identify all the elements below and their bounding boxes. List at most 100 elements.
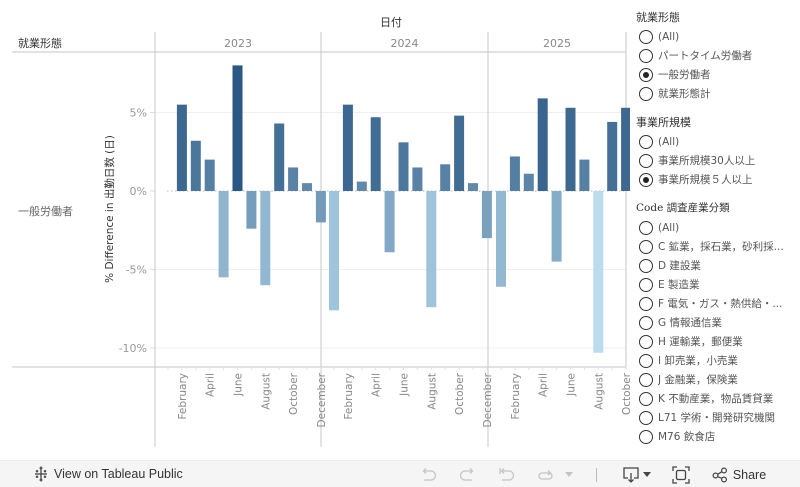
filter-option[interactable]: C 鉱業，採石業，砂利採... <box>636 237 800 256</box>
radio-unchecked-icon[interactable] <box>639 296 653 311</box>
radio-unchecked-icon[interactable] <box>639 410 653 425</box>
filter-option-label: G 情報通信業 <box>658 317 722 329</box>
bar-2023-july[interactable] <box>246 191 257 229</box>
radio-unchecked-icon[interactable] <box>639 220 653 235</box>
bar-2024-september[interactable] <box>440 164 451 191</box>
view-on-tableau-public-label: View on Tableau Public <box>54 467 183 481</box>
fullscreen-button[interactable] <box>670 461 692 487</box>
filter-option[interactable]: K 不動産業，物品賃貸業 <box>636 389 800 408</box>
filter-option[interactable]: 事業所規模５人以上 <box>636 170 800 189</box>
row-label: 一般労働者 <box>18 204 73 218</box>
bar-2024-december[interactable] <box>481 191 492 239</box>
refresh-button[interactable] <box>535 461 557 487</box>
redo-button[interactable] <box>456 461 478 487</box>
filter-group: 事業所規模 (All) 事業所規模30人以上 事業所規模５人以上 <box>636 113 800 189</box>
bar-2025-march[interactable] <box>523 173 534 191</box>
bar-2025-september[interactable] <box>607 121 618 191</box>
y-tick-label: -10% <box>119 342 147 355</box>
radio-unchecked-icon[interactable] <box>639 277 653 292</box>
bar-2025-january[interactable] <box>496 191 506 287</box>
pane-year-header: 2023 <box>224 37 252 50</box>
share-button[interactable]: Share <box>708 461 770 487</box>
x-tick-label: June <box>399 373 411 397</box>
filter-option-label: L71 学術・開発研究機関 <box>658 412 776 424</box>
bar-2025-february[interactable] <box>509 156 520 191</box>
filter-option[interactable]: パートタイム労働者 <box>636 46 800 65</box>
filter-group: Code 調査産業分類 (All) C 鉱業，採石業，砂利採... D 建設業 E 製造… <box>636 199 800 446</box>
radio-unchecked-icon[interactable] <box>639 153 653 168</box>
bar-2023-march[interactable] <box>190 140 201 191</box>
radio-checked-icon[interactable] <box>639 67 653 82</box>
view-on-tableau-public-link[interactable]: View on Tableau Public <box>33 466 183 482</box>
bar-2025-june[interactable] <box>565 107 576 191</box>
x-tick-label: April <box>205 373 217 397</box>
radio-unchecked-icon[interactable] <box>639 315 653 330</box>
x-tick-label: August <box>593 373 605 410</box>
radio-unchecked-icon[interactable] <box>639 29 653 44</box>
radio-unchecked-icon[interactable] <box>639 48 653 63</box>
bar-2024-november[interactable] <box>468 183 478 191</box>
bar-2024-july[interactable] <box>412 167 423 191</box>
filter-option-label: M76 飲食店 <box>658 431 716 443</box>
filter-option[interactable]: 一般労働者 <box>636 65 800 84</box>
radio-unchecked-icon[interactable] <box>639 86 653 101</box>
download-button[interactable] <box>620 461 652 487</box>
filter-option[interactable]: F 電気・ガス・熱供給・... <box>636 294 800 313</box>
filter-option[interactable]: E 製造業 <box>636 275 800 294</box>
bar-2025-august[interactable] <box>593 191 604 353</box>
tableau-viz: 5% 0% -5% -10% 日付 就業形態 一般労働者% Difference in 出勤… <box>12 8 800 456</box>
radio-unchecked-icon[interactable] <box>639 429 653 444</box>
filter-option[interactable]: (All) <box>636 132 800 151</box>
bar-2024-february[interactable] <box>342 104 353 191</box>
filter-option[interactable]: G 情報通信業 <box>636 313 800 332</box>
radio-unchecked-icon[interactable] <box>639 239 653 254</box>
bar-2024-january[interactable] <box>329 191 339 311</box>
x-tick-label: April <box>538 373 550 397</box>
pane-year-header: 2025 <box>543 37 571 50</box>
radio-unchecked-icon[interactable] <box>639 134 653 149</box>
filter-option[interactable]: D 建設業 <box>636 256 800 275</box>
filter-panel: 就業形態 (All) パートタイム労働者 一般労働者 就業形態計 事業所規模 (All) 事業… <box>636 8 800 456</box>
bar-2024-march[interactable] <box>356 181 367 191</box>
radio-unchecked-icon[interactable] <box>639 258 653 273</box>
bar-2023-september[interactable] <box>274 123 285 191</box>
bar-2023-february[interactable] <box>176 104 187 191</box>
radio-checked-icon[interactable] <box>639 172 653 187</box>
refresh-dropdown-button[interactable] <box>563 461 575 487</box>
bar-2025-july[interactable] <box>579 159 590 191</box>
filter-option-label: 事業所規模５人以上 <box>658 174 753 186</box>
bar-2023-october[interactable] <box>288 167 299 191</box>
bar-2023-december[interactable] <box>315 191 326 223</box>
filter-option[interactable]: M76 飲食店 <box>636 427 800 446</box>
radio-unchecked-icon[interactable] <box>639 334 653 349</box>
bar-2024-april[interactable] <box>370 117 381 191</box>
x-tick-label: June <box>566 373 578 397</box>
radio-unchecked-icon[interactable] <box>639 372 653 387</box>
bar-2023-november[interactable] <box>302 183 312 191</box>
filter-option[interactable]: (All) <box>636 27 800 46</box>
undo-button[interactable] <box>418 461 440 487</box>
radio-unchecked-icon[interactable] <box>639 353 653 368</box>
filter-option[interactable]: H 運輸業，郵便業 <box>636 332 800 351</box>
x-tick-label: February <box>343 373 355 420</box>
filter-option[interactable]: I 卸売業，小売業 <box>636 351 800 370</box>
bar-2023-june[interactable] <box>232 65 243 191</box>
filter-option[interactable]: 就業形態計 <box>636 84 800 103</box>
bar-2024-june[interactable] <box>398 142 409 191</box>
revert-button[interactable] <box>496 461 518 487</box>
filter-option[interactable]: (All) <box>636 218 800 237</box>
filter-option[interactable]: J 金融業，保険業 <box>636 370 800 389</box>
bar-2025-may[interactable] <box>551 191 562 262</box>
bar-2025-april[interactable] <box>537 98 548 191</box>
radio-unchecked-icon[interactable] <box>639 391 653 406</box>
bar-2024-may[interactable] <box>384 191 395 253</box>
filter-option[interactable]: L71 学術・開発研究機関 <box>636 408 800 427</box>
bar-2023-august[interactable] <box>260 191 271 286</box>
bar-2024-october[interactable] <box>454 115 465 191</box>
bar-2023-april[interactable] <box>204 159 215 191</box>
filter-title: 就業形態 <box>636 11 680 24</box>
bar-2023-may[interactable] <box>218 191 229 278</box>
bar-2025-october[interactable] <box>621 107 630 191</box>
filter-option[interactable]: 事業所規模30人以上 <box>636 151 800 170</box>
bar-2024-august[interactable] <box>426 191 437 308</box>
